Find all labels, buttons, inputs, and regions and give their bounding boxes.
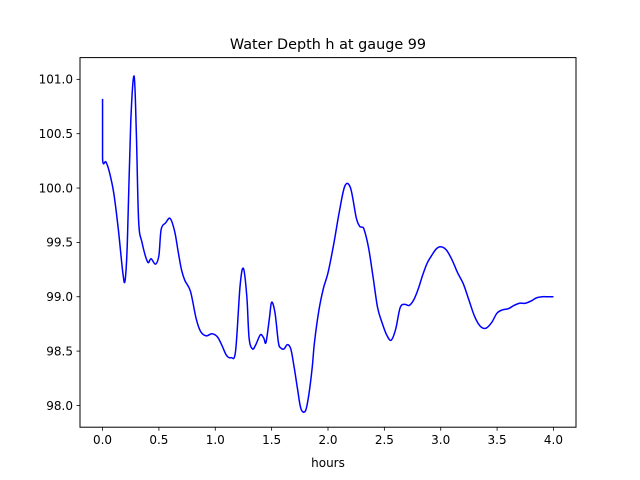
y-tick-label: 100.5 [39,127,73,141]
x-tick-label: 2.0 [318,433,337,447]
plot-frame [79,57,577,428]
y-axis-ticks: 98.0 98.5 99.0 99.5 100.0 100.5 101.0 [39,73,80,413]
plot-area [80,57,576,428]
y-tick-label: 101.0 [39,73,73,87]
x-tick-label: 1.5 [262,433,281,447]
x-tick-label: 1.0 [206,433,225,447]
y-tick-label: 98.5 [46,344,73,358]
series-line [101,75,554,413]
x-tick-label: 3.5 [488,433,507,447]
y-tick-label: 98.0 [46,399,73,413]
x-tick-label: 2.5 [375,433,394,447]
x-axis-ticks: 0.0 0.5 1.0 1.5 2.0 2.5 3.0 3.5 4.0 [93,427,563,447]
chart-title: Water Depth h at gauge 99 [230,37,426,53]
y-tick-label: 100.0 [39,181,73,195]
series-layer [101,75,554,413]
y-tick-label: 99.0 [46,290,73,304]
x-tick-label: 3.0 [431,433,450,447]
x-tick-label: 0.5 [149,433,168,447]
x-axis-label: hours [311,456,345,470]
x-tick-label: 4.0 [544,433,563,447]
x-tick-label: 0.0 [93,433,112,447]
y-tick-label: 99.5 [46,236,73,250]
